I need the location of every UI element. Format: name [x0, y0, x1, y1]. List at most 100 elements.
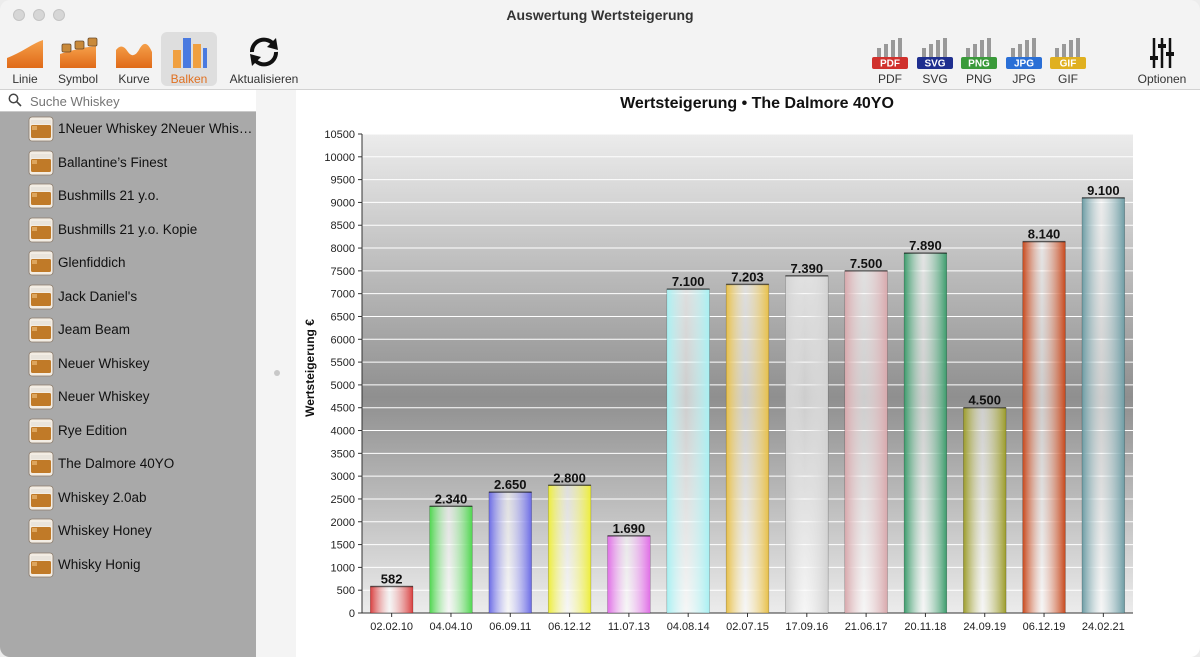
- bar[interactable]: [785, 275, 829, 614]
- export-png-label: PNG: [965, 72, 992, 86]
- toolbar-linie-button[interactable]: Linie: [0, 32, 53, 86]
- toolbar-aktualisieren-label: Aktualisieren: [229, 72, 299, 86]
- export-pdf-label: PDF: [878, 72, 902, 86]
- whiskey-glass-icon: [28, 485, 54, 510]
- bar[interactable]: [725, 284, 770, 614]
- list-item[interactable]: The Dalmore 40YO: [0, 448, 256, 481]
- bar-value-label: 7.500: [850, 256, 883, 271]
- bar[interactable]: [1022, 241, 1066, 614]
- list-item[interactable]: Jeam Beam: [0, 314, 256, 347]
- bar[interactable]: [607, 535, 651, 614]
- export-png-button[interactable]: PNG PNG: [951, 32, 1007, 86]
- jpg-badge-text: JPG: [1014, 59, 1034, 70]
- whiskey-glass-icon: [28, 250, 54, 276]
- toolbar-kurve-button[interactable]: Kurve: [106, 32, 162, 86]
- bar-value-label: 2.650: [494, 477, 527, 492]
- list-item[interactable]: Whisky Honig: [0, 549, 256, 582]
- plot-area: 0 500 1000 1500 2000 2500 3000 3500 4000 4500 5000…: [324, 129, 1133, 633]
- y-tick-label: 5000: [331, 380, 355, 392]
- y-tick-label: 0: [349, 608, 355, 620]
- toolbar-linie-label: Linie: [12, 72, 38, 86]
- list-item[interactable]: Neuer Whiskey: [0, 381, 256, 414]
- list-item-label: Jeam Beam: [58, 322, 131, 337]
- export-gif-button[interactable]: GIF GIF: [1040, 32, 1096, 86]
- list-item-label: Neuer Whiskey: [58, 389, 150, 404]
- bar[interactable]: [666, 288, 710, 614]
- bar[interactable]: [963, 407, 1007, 614]
- search-input[interactable]: [28, 92, 252, 111]
- y-tick-label: 8000: [331, 243, 355, 255]
- bar[interactable]: [488, 491, 532, 614]
- minimize-window-button[interactable]: [33, 9, 45, 21]
- list-item[interactable]: Whiskey 2.0ab: [0, 482, 256, 515]
- jpg-export-icon: JPG: [1006, 38, 1042, 70]
- export-pdf-button[interactable]: PDF PDF: [862, 32, 918, 86]
- bar[interactable]: [1081, 197, 1125, 614]
- export-svg-button[interactable]: SVG SVG: [907, 32, 963, 86]
- toolbar-aktualisieren-button[interactable]: Aktualisieren: [230, 32, 298, 86]
- whiskey-glass-icon: [28, 552, 54, 577]
- x-tick-label: 11.07.13: [608, 621, 650, 633]
- list-item-label: Bushmills 21 y.o.: [58, 188, 160, 203]
- list-item[interactable]: Bushmills 21 y.o.: [0, 180, 256, 213]
- bar-value-label: 7.890: [909, 238, 942, 253]
- toolbar-symbol-button[interactable]: Symbol: [50, 32, 106, 86]
- whiskey-glass-icon: [28, 183, 54, 209]
- bar[interactable]: [844, 270, 888, 614]
- whiskey-symbol-chart-icon: [60, 37, 98, 68]
- bar-value-label: 7.390: [791, 261, 824, 276]
- bar-value-label: 8.140: [1028, 227, 1061, 242]
- bar[interactable]: [370, 586, 414, 614]
- list-item[interactable]: Jack Daniel's: [0, 281, 256, 314]
- list-item-label: Whisky Honig: [58, 556, 141, 572]
- bar[interactable]: [429, 506, 473, 614]
- toolbar-balken-button[interactable]: Balken: [161, 32, 217, 86]
- bar-value-label: 9.100: [1087, 183, 1120, 198]
- list-item[interactable]: Bushmills 21 y.o. Kopie: [0, 214, 256, 247]
- whiskey-glass-icon: [28, 351, 54, 376]
- list-item-label: 1Neuer Whiskey 2Neuer Whiskey: [58, 121, 254, 136]
- list-item-label: Whiskey 2.0ab: [58, 489, 147, 505]
- x-tick-label: 02.02.10: [370, 621, 413, 633]
- toolbar-optionen-button[interactable]: Optionen: [1134, 32, 1190, 86]
- x-tick-label: 02.07.15: [726, 621, 769, 633]
- list-item[interactable]: Whiskey Honey: [0, 515, 256, 548]
- whiskey-glass-icon: [28, 116, 54, 142]
- svg-export-icon: SVG: [917, 38, 953, 70]
- list-item[interactable]: 1Neuer Whiskey 2Neuer Whiskey: [0, 113, 256, 146]
- sliders-icon: [1150, 38, 1174, 68]
- y-tick-label: 4000: [331, 426, 355, 438]
- bar[interactable]: [903, 252, 948, 614]
- y-tick-label: 6500: [331, 311, 355, 323]
- list-item[interactable]: Rye Edition: [0, 415, 256, 448]
- list-item[interactable]: Ballantine’s Finest: [0, 147, 256, 180]
- split-view-handle[interactable]: [274, 370, 280, 376]
- close-window-button[interactable]: [13, 9, 25, 21]
- export-jpg-button[interactable]: JPG JPG: [996, 32, 1052, 86]
- x-tick-label: 24.02.21: [1082, 621, 1125, 633]
- list-item-label: The Dalmore 40YO: [58, 456, 175, 471]
- list-item-label: Jack Daniel's: [58, 288, 138, 304]
- bar-value-label: 2.800: [553, 470, 586, 485]
- zoom-window-button[interactable]: [53, 9, 65, 21]
- list-item-label: Ballantine’s Finest: [58, 154, 168, 170]
- whiskey-glass-icon: [28, 518, 54, 544]
- toolbar-balken-label: Balken: [170, 72, 208, 86]
- y-tick-label: 3500: [331, 448, 355, 460]
- gif-export-icon: GIF: [1050, 38, 1086, 70]
- curve-chart-icon: [116, 43, 152, 68]
- whiskey-glass-icon: [28, 284, 54, 309]
- y-tick-label: 4500: [331, 403, 355, 415]
- y-tick-label: 10500: [324, 129, 355, 141]
- bar[interactable]: [547, 485, 592, 614]
- chart-panel: Wertsteigerung • The Dalmore 40YO Wertst…: [296, 90, 1200, 657]
- x-tick-label: 21.06.17: [845, 621, 888, 633]
- list-item[interactable]: Neuer Whiskey: [0, 348, 256, 381]
- main-area: Wertsteigerung • The Dalmore 40YO Wertst…: [256, 90, 1200, 657]
- search-icon: [8, 93, 22, 107]
- y-axis-label: Wertsteigerung €: [303, 319, 317, 417]
- list-item[interactable]: Glenfiddich: [0, 247, 256, 280]
- y-tick-label: 500: [337, 585, 355, 597]
- bar-chart: Wertsteigerung • The Dalmore 40YO Wertst…: [303, 95, 1133, 633]
